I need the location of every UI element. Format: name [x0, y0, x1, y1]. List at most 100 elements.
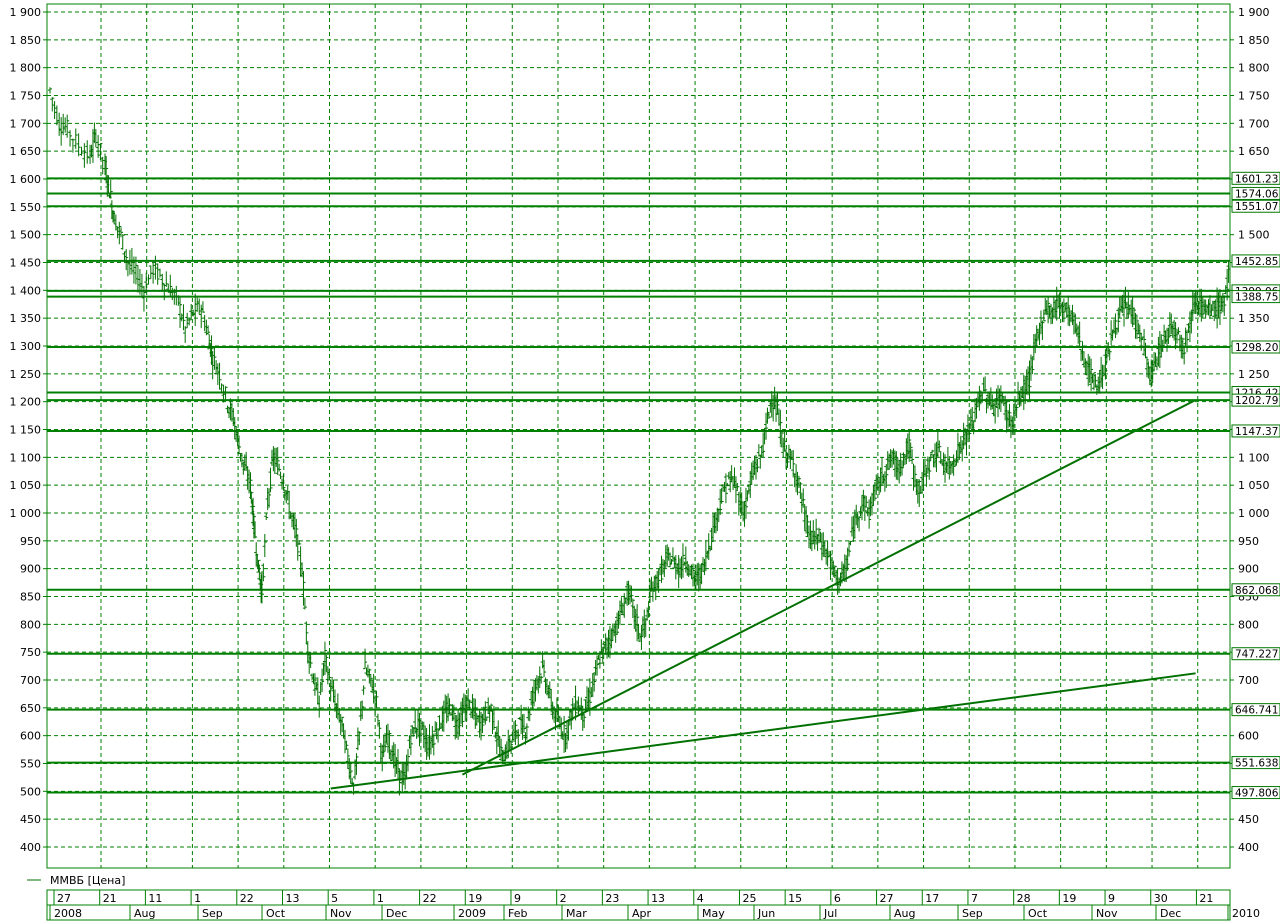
plot-area[interactable]	[46, 3, 1231, 869]
y-tick-label: 450	[20, 813, 41, 826]
y-tick-label: 1 850	[10, 34, 42, 47]
x-day-label: 9	[1108, 892, 1115, 905]
x-day-label: 19	[468, 892, 482, 905]
y-tick-label: 900	[20, 563, 41, 576]
level-label-box	[1231, 340, 1280, 354]
x-day-label: 1	[377, 892, 384, 905]
level-label-box	[1231, 583, 1280, 597]
y-tick-label: 1 000	[1238, 507, 1270, 520]
left-y-axis: 1 900 1 850 1 800 1 750 1 700 1 650 1 600 1 550…	[10, 6, 47, 854]
x-day-label: 17	[925, 892, 939, 905]
y-tick-label: 1 650	[10, 145, 42, 158]
x-day-label: 11	[148, 892, 162, 905]
x-day-label: 21	[1199, 892, 1213, 905]
x-month-label: 2010	[1232, 907, 1260, 920]
y-tick-label: 1 700	[1238, 117, 1270, 130]
y-tick-label: 1 050	[10, 479, 42, 492]
level-label: 1388.75	[1235, 292, 1278, 304]
x-month-label: Dec	[1160, 907, 1181, 920]
y-tick-label: 1 000	[10, 507, 42, 520]
x-day-label: 22	[423, 892, 437, 905]
x-month-label: Sep	[202, 907, 223, 920]
y-tick-label: 1 100	[1238, 451, 1270, 464]
x-month-label: Aug	[894, 907, 915, 920]
level-label: 1452.85	[1235, 256, 1278, 268]
y-tick-label: 1 500	[10, 229, 42, 242]
support-resistance-levels	[47, 177, 1230, 794]
y-tick-label: 400	[1238, 841, 1259, 854]
x-month-label: Oct	[1028, 907, 1048, 920]
x-day-label: 13	[285, 892, 299, 905]
level-label: 1601.23	[1235, 173, 1278, 185]
y-tick-label: 950	[1238, 535, 1259, 548]
x-month-label: Mar	[566, 907, 587, 920]
x-day-label: 9	[514, 892, 521, 905]
x-month-label: Jun	[757, 907, 775, 920]
x-month-label: May	[702, 907, 725, 920]
y-tick-label: 1 800	[10, 62, 42, 75]
x-day-label: 2	[560, 892, 567, 905]
x-day-label: 25	[742, 892, 756, 905]
level-label: 1298.20	[1235, 342, 1278, 354]
y-tick-label: 400	[20, 841, 41, 854]
x-day-label: 19	[1062, 892, 1076, 905]
y-tick-label: 1 550	[10, 201, 42, 214]
trendlines	[330, 399, 1197, 790]
y-tick-label: 1 150	[10, 424, 42, 437]
x-month-label: Feb	[508, 907, 527, 920]
level-price-labels: 1601.231574.061551.071452.851399.061388.…	[1231, 171, 1280, 800]
y-tick-label: 1 750	[10, 90, 42, 103]
x-day-label: 27	[57, 892, 71, 905]
level-label: 1147.37	[1235, 426, 1278, 438]
vertical-gridlines	[100, 4, 1199, 868]
x-month-label: Nov	[330, 907, 352, 920]
y-tick-label: 450	[1238, 813, 1259, 826]
level-label-box	[1231, 171, 1280, 185]
x-month-label: Jul	[823, 907, 837, 920]
x-month-label: Sep	[962, 907, 983, 920]
y-tick-label: 1 900	[10, 6, 42, 19]
x-axis-month-labels: 2008 Aug Sep Oct Nov Dec 2009 Feb Mar Apr May Jun Ju…	[49, 905, 1260, 920]
y-tick-label: 1 400	[10, 284, 42, 297]
y-tick-label: 1 300	[10, 340, 42, 353]
x-month-label: Aug	[134, 907, 155, 920]
level-label: 862.068	[1235, 585, 1278, 597]
x-day-label: 30	[1154, 892, 1168, 905]
y-tick-label: 1 750	[1238, 90, 1270, 103]
y-tick-label: 1 900	[1238, 6, 1270, 19]
x-month-label: Dec	[386, 907, 407, 920]
y-tick-label: 600	[20, 730, 41, 743]
y-tick-label: 1 600	[10, 173, 42, 186]
y-tick-label: 650	[20, 702, 41, 715]
trendline	[461, 399, 1197, 776]
level-label-box	[1231, 290, 1280, 304]
y-tick-label: 800	[20, 618, 41, 631]
y-tick-label: 500	[20, 785, 41, 798]
level-label: 497.806	[1235, 788, 1279, 800]
x-day-label: 6	[834, 892, 841, 905]
y-tick-label: 800	[1238, 618, 1259, 631]
x-day-label: 15	[788, 892, 802, 905]
x-day-label: 28	[1017, 892, 1031, 905]
y-tick-label: 900	[1238, 563, 1259, 576]
y-tick-label: 1 850	[1238, 34, 1270, 47]
x-day-label: 7	[971, 892, 978, 905]
x-month-label: Nov	[1096, 907, 1118, 920]
x-month-label: 2009	[458, 907, 486, 920]
y-tick-label: 600	[1238, 730, 1259, 743]
y-tick-label: 1 200	[10, 396, 42, 409]
level-label: 1574.06	[1235, 188, 1279, 200]
x-day-label: 22	[240, 892, 254, 905]
y-tick-label: 1 350	[10, 312, 42, 325]
level-label: 747.227	[1235, 649, 1278, 661]
x-day-label: 23	[605, 892, 619, 905]
y-tick-label: 1 500	[1238, 229, 1270, 242]
x-day-label: 1	[194, 892, 201, 905]
y-tick-label: 1 650	[1238, 145, 1270, 158]
level-label-box	[1231, 393, 1280, 407]
y-tick-label: 1 700	[10, 117, 42, 130]
y-tick-label: 1 050	[1238, 479, 1270, 492]
y-tick-label: 1 100	[10, 451, 42, 464]
x-month-label: Oct	[266, 907, 286, 920]
